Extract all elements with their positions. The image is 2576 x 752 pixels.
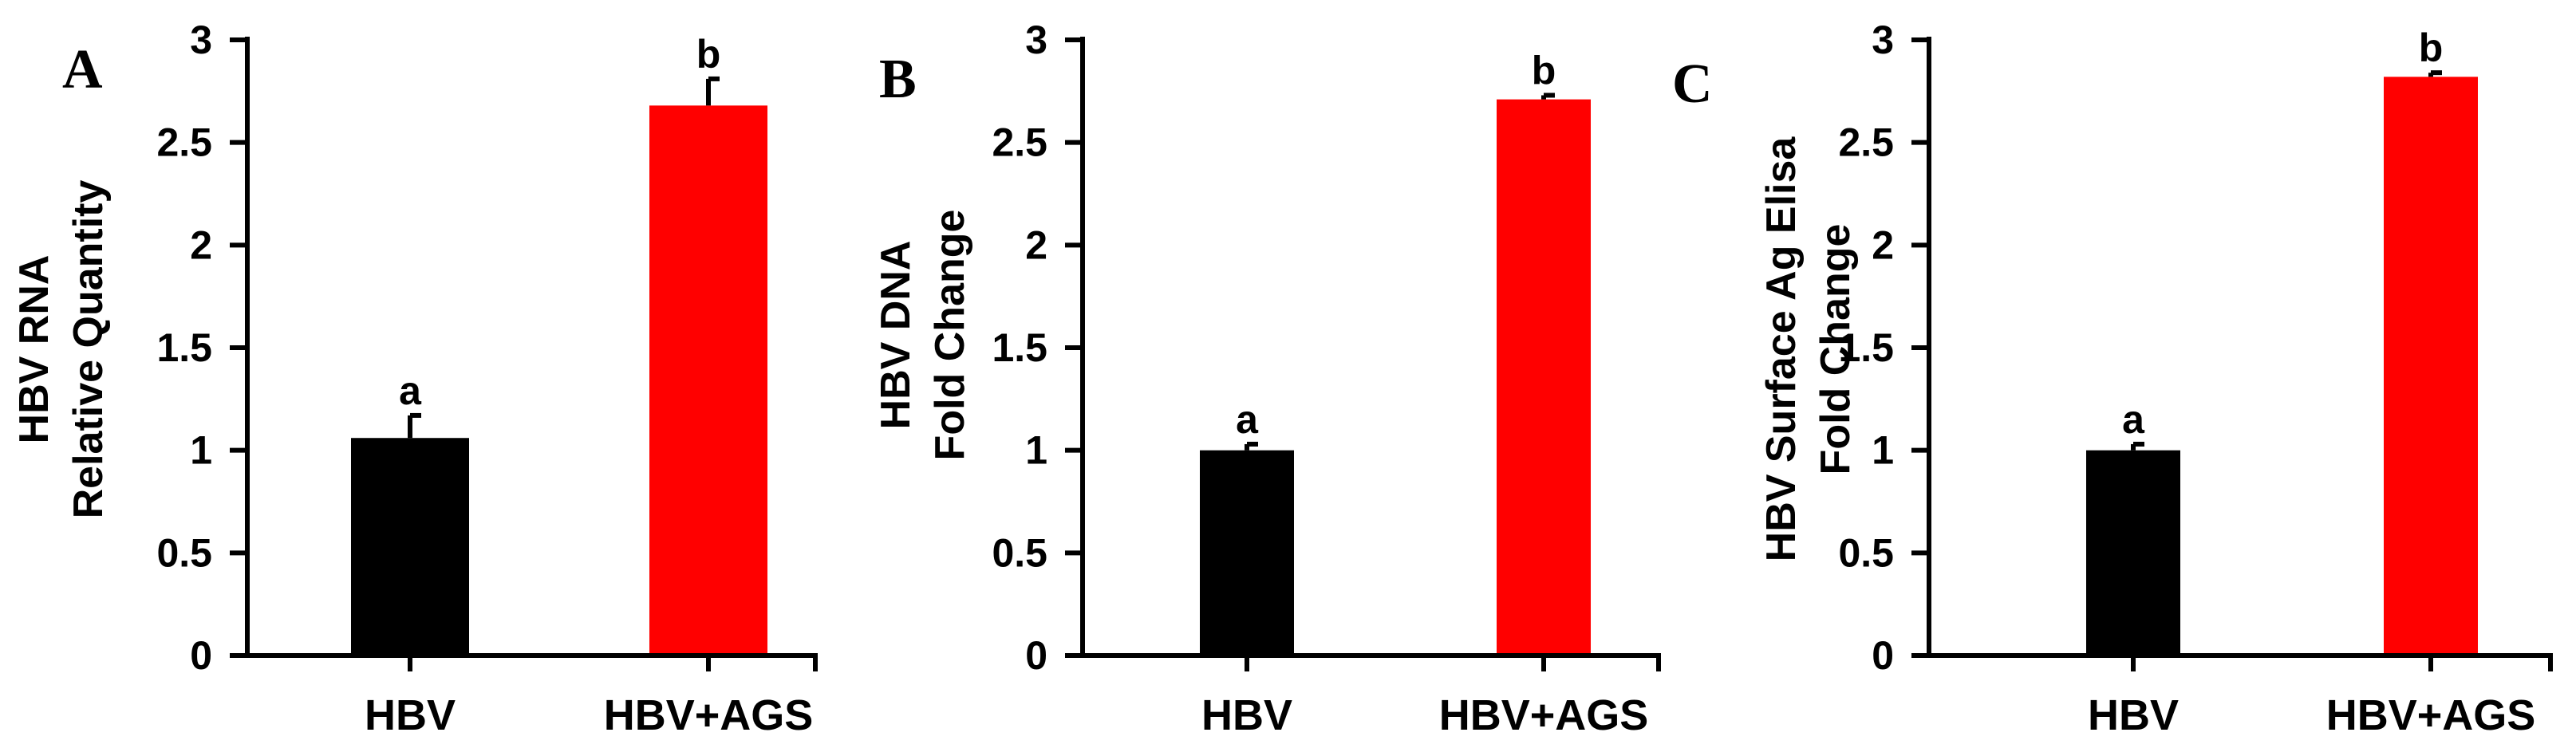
panel-b-label: B <box>879 49 917 110</box>
panel-b-sig-2: b <box>1532 48 1556 93</box>
panel-b-ytick-label-1: 0 <box>1025 633 1047 678</box>
panel-a-ytick-label-2: 0.5 <box>156 530 212 575</box>
panel-c-bar-2 <box>2384 77 2478 656</box>
panel-a-sig-2: b <box>696 32 721 77</box>
panel-b-bar-2 <box>1497 99 1591 656</box>
panel-b-ytick-label-6: 2.5 <box>992 120 1047 165</box>
panel-b-ytick-label-7: 3 <box>1025 18 1047 62</box>
panel-a-sig-1: a <box>399 368 422 413</box>
panel-b-ytick-label-2: 0.5 <box>992 530 1047 575</box>
panel-b-ytick-label-5: 2 <box>1025 222 1047 267</box>
panel-b-ytick-label-4: 1.5 <box>992 325 1047 370</box>
panel-c-sig-1: a <box>2122 397 2145 442</box>
panel-c-ytick-label-3: 1 <box>1872 428 1894 473</box>
panel-c-ylabel-line-2: Fold Change <box>1813 224 1859 475</box>
panel-a-ytick-label-3: 1 <box>190 428 212 473</box>
panel-a-bar-1 <box>351 438 469 656</box>
panel-a-category-2: HBV+AGS <box>604 691 814 739</box>
panel-c-category-2: HBV+AGS <box>2326 691 2536 739</box>
panel-c-label: C <box>1672 53 1713 115</box>
panel-a-ytick-label-6: 2.5 <box>156 120 212 165</box>
panel-c-ytick-label-5: 2 <box>1872 222 1894 267</box>
panel-c-ytick-label-6: 2.5 <box>1838 120 1894 165</box>
panel-a-label: A <box>62 39 103 100</box>
panel-b-ylabel-line-1: HBV DNA <box>873 241 919 430</box>
panel-c-bar-1 <box>2086 450 2180 656</box>
panel-b-category-2: HBV+AGS <box>1439 691 1649 739</box>
panel-c-ytick-label-4: 1.5 <box>1838 325 1894 370</box>
panel-a-category-1: HBV <box>365 691 456 739</box>
panel-a-ytick-label-7: 3 <box>190 18 212 62</box>
panel-a-bar-2 <box>649 105 767 656</box>
panel-b-bar-1 <box>1200 450 1294 656</box>
panel-c-sig-2: b <box>2419 26 2444 70</box>
panel-a-ylabel-line-2: Relative Quantity <box>65 180 112 519</box>
panel-b-ylabel-line-2: Fold Change <box>927 210 973 461</box>
panel-c-category-1: HBV <box>2088 691 2179 739</box>
panel-a-ytick-label-4: 1.5 <box>156 325 212 370</box>
panel-a-ylabel-line-1: HBV RNA <box>11 255 57 444</box>
panel-c-ytick-label-1: 0 <box>1872 633 1894 678</box>
panel-c-ytick-label-2: 0.5 <box>1838 530 1894 575</box>
panel-b-category-1: HBV <box>1201 691 1292 739</box>
panel-c-ytick-label-7: 3 <box>1872 18 1894 62</box>
panel-a-ytick-label-1: 0 <box>190 633 212 678</box>
panel-b-sig-1: a <box>1236 397 1259 442</box>
panel-b-ytick-label-3: 1 <box>1025 428 1047 473</box>
panel-a-ytick-label-5: 2 <box>190 222 212 267</box>
panel-c-ylabel-line-1: HBV Surface Ag Elisa <box>1758 136 1805 562</box>
